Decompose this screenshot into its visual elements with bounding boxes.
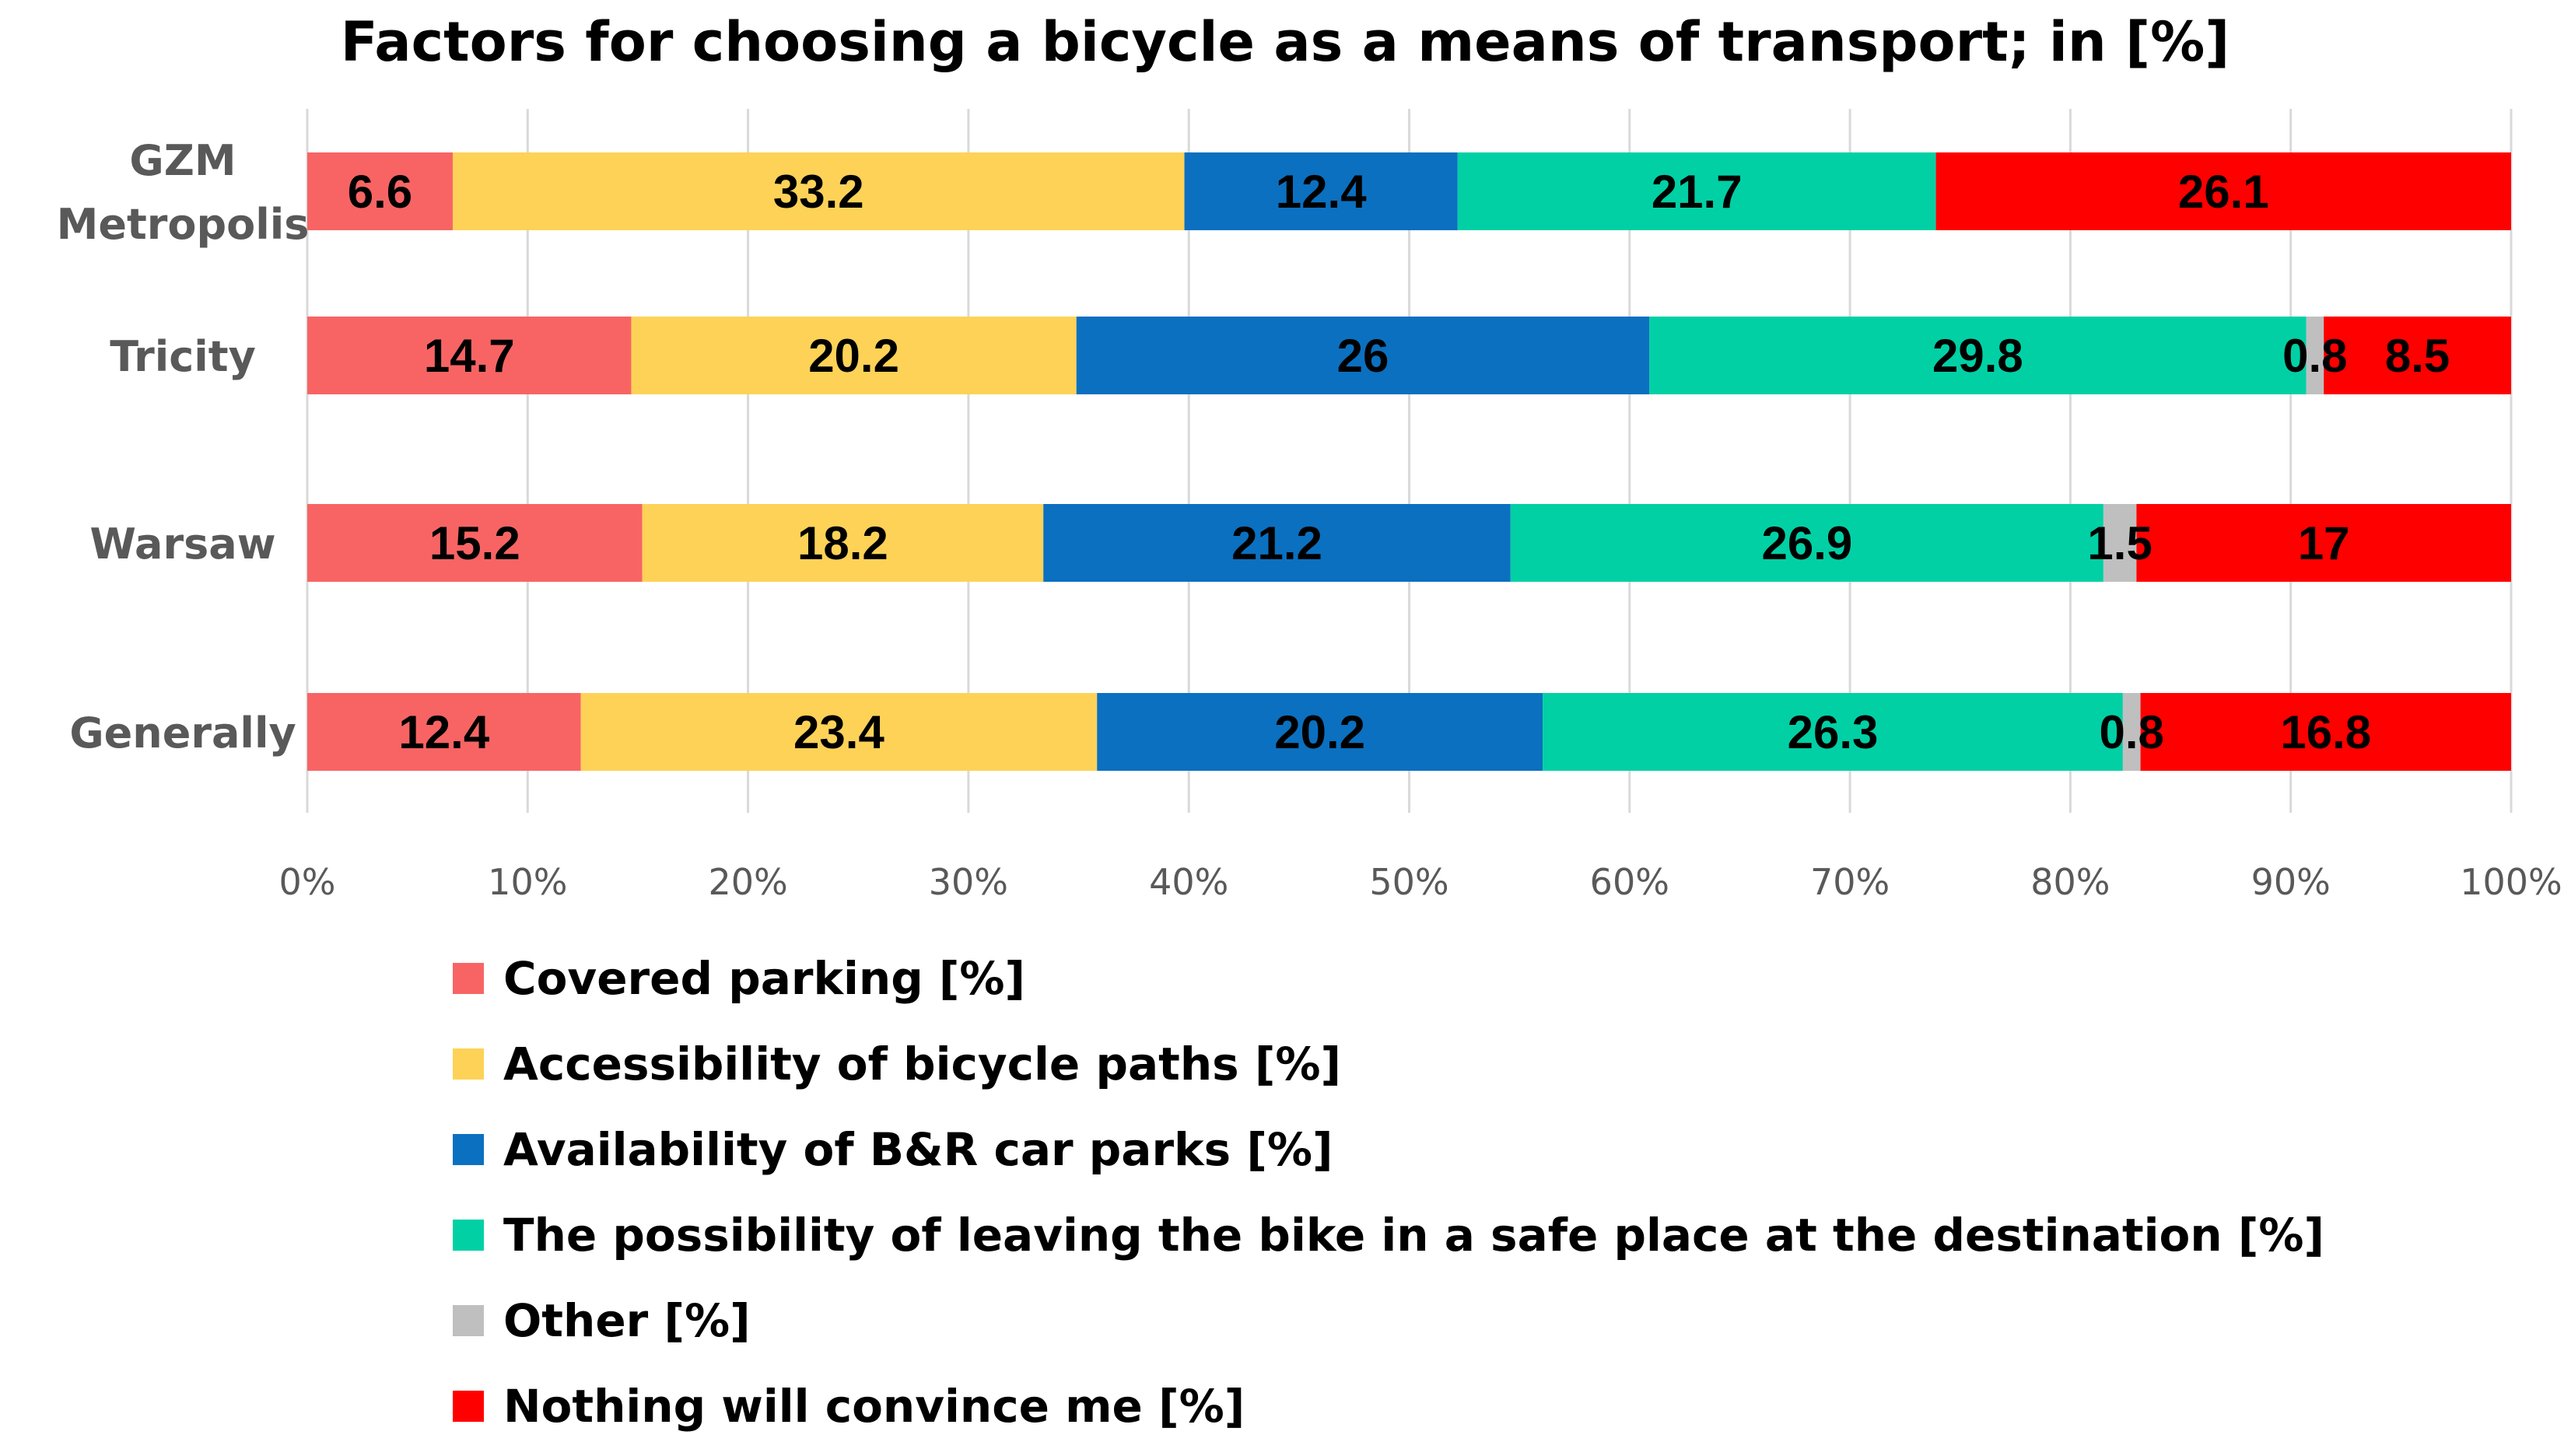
data-label: 14.7 bbox=[424, 330, 515, 382]
bar-segment bbox=[1097, 693, 1543, 771]
data-label: 26.9 bbox=[1761, 517, 1852, 569]
bar-segment bbox=[1543, 693, 2123, 771]
data-label: 1.5 bbox=[2087, 517, 2152, 569]
bar-segment bbox=[1935, 152, 2511, 230]
x-tick-label: 50% bbox=[1369, 861, 1448, 903]
x-tick-label: 80% bbox=[2030, 861, 2110, 903]
data-labels: 6.6 33.2 12.4 21.7 26.1 14.7 20.2 26 29.8 0.8 8.5 1… bbox=[348, 166, 2450, 758]
bar-segment bbox=[1457, 152, 1936, 230]
data-label: 33.2 bbox=[773, 166, 864, 218]
legend-swatch bbox=[453, 1048, 484, 1080]
bar-segment bbox=[2324, 317, 2511, 394]
data-label: 12.4 bbox=[1276, 166, 1367, 218]
bar-segment bbox=[1510, 504, 2103, 582]
data-label: 26.1 bbox=[2178, 166, 2269, 218]
legend-label: Nothing will convince me [%] bbox=[503, 1380, 1245, 1433]
x-tick-label: 60% bbox=[1590, 861, 1669, 903]
bar-segment bbox=[307, 152, 453, 230]
data-label: 21.2 bbox=[1231, 517, 1322, 569]
chart-title: Factors for choosing a bicycle as a mean… bbox=[341, 10, 2230, 74]
bar-segment bbox=[1076, 317, 1650, 394]
x-tick-label: 90% bbox=[2251, 861, 2331, 903]
legend-label: The possibility of leaving the bike in a… bbox=[503, 1209, 2324, 1262]
bar-segment bbox=[2103, 504, 2137, 582]
bar-segment bbox=[307, 317, 632, 394]
x-tick-label: 100% bbox=[2460, 861, 2562, 903]
category-label: Tricity bbox=[110, 332, 256, 381]
data-label: 20.2 bbox=[1274, 706, 1365, 758]
data-label: 26 bbox=[1337, 330, 1389, 382]
category-label: Generally bbox=[69, 709, 296, 758]
data-label: 15.2 bbox=[429, 517, 520, 569]
bar-segment bbox=[631, 317, 1077, 394]
bar-segments bbox=[307, 152, 2511, 771]
bar-segment bbox=[642, 504, 1044, 582]
category-label: Metropolis bbox=[57, 200, 310, 249]
legend: Covered parking [%] Accessibility of bicy… bbox=[453, 952, 2324, 1433]
legend-swatch bbox=[453, 1220, 484, 1251]
data-label: 12.4 bbox=[398, 706, 489, 758]
legend-label: Availability of B&R car parks [%] bbox=[503, 1123, 1333, 1176]
legend-swatch bbox=[453, 1134, 484, 1165]
bar-segment bbox=[1649, 317, 2307, 394]
bar-segment bbox=[307, 693, 581, 771]
legend-swatch bbox=[453, 1391, 484, 1422]
data-label: 18.2 bbox=[797, 517, 888, 569]
data-label: 17 bbox=[2298, 517, 2350, 569]
data-label: 16.8 bbox=[2280, 706, 2371, 758]
value-axis: 0% 10% 20% 30% 40% 50% 60% 70% 80% 90% 100% bbox=[279, 861, 2562, 903]
bar-segment bbox=[307, 504, 643, 582]
legend-label: Other [%] bbox=[503, 1294, 751, 1347]
data-label: 0.8 bbox=[2282, 330, 2347, 382]
x-tick-label: 10% bbox=[488, 861, 567, 903]
bar-segment bbox=[580, 693, 1098, 771]
legend-label: Covered parking [%] bbox=[503, 952, 1025, 1005]
x-tick-label: 30% bbox=[929, 861, 1008, 903]
data-label: 6.6 bbox=[348, 166, 412, 218]
bar-segment bbox=[2140, 693, 2511, 771]
data-label: 8.5 bbox=[2385, 330, 2450, 382]
x-tick-label: 40% bbox=[1149, 861, 1228, 903]
bar-segment bbox=[1184, 152, 1458, 230]
x-tick-label: 20% bbox=[708, 861, 787, 903]
bar-segment bbox=[2122, 693, 2141, 771]
legend-swatch bbox=[453, 1305, 484, 1336]
data-label: 23.4 bbox=[793, 706, 884, 758]
bar-segment bbox=[2136, 504, 2511, 582]
category-label: GZM bbox=[129, 136, 236, 185]
x-tick-label: 0% bbox=[279, 861, 336, 903]
data-label: 20.2 bbox=[808, 330, 899, 382]
data-label: 21.7 bbox=[1652, 166, 1743, 218]
legend-label: Accessibility of bicycle paths [%] bbox=[503, 1038, 1341, 1090]
bar-segment bbox=[452, 152, 1185, 230]
data-label: 26.3 bbox=[1788, 706, 1879, 758]
bar-segment bbox=[2306, 317, 2324, 394]
bar-segment bbox=[1043, 504, 1511, 582]
x-tick-label: 70% bbox=[1810, 861, 1890, 903]
data-label: 0.8 bbox=[2100, 706, 2164, 758]
category-axis: GZM Metropolis Tricity Warsaw Generally bbox=[57, 136, 310, 758]
data-label: 29.8 bbox=[1932, 330, 2023, 382]
legend-swatch bbox=[453, 963, 484, 994]
category-label: Warsaw bbox=[89, 520, 275, 569]
